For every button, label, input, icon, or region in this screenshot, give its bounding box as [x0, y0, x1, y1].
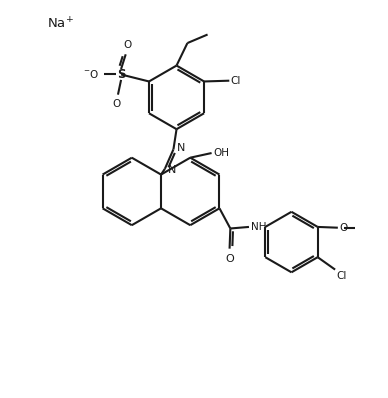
Text: $^{-}$O: $^{-}$O: [83, 68, 99, 80]
Text: O: O: [225, 254, 234, 264]
Text: O: O: [112, 99, 121, 109]
Text: N: N: [168, 165, 177, 175]
Text: Cl: Cl: [231, 76, 241, 86]
Text: O: O: [123, 41, 132, 51]
Text: Cl: Cl: [337, 271, 347, 281]
Text: N: N: [177, 143, 185, 153]
Text: NH: NH: [251, 222, 266, 232]
Text: O: O: [340, 223, 348, 233]
Text: S: S: [117, 68, 125, 81]
Text: Na$^{+}$: Na$^{+}$: [47, 16, 73, 31]
Text: OH: OH: [213, 148, 229, 158]
